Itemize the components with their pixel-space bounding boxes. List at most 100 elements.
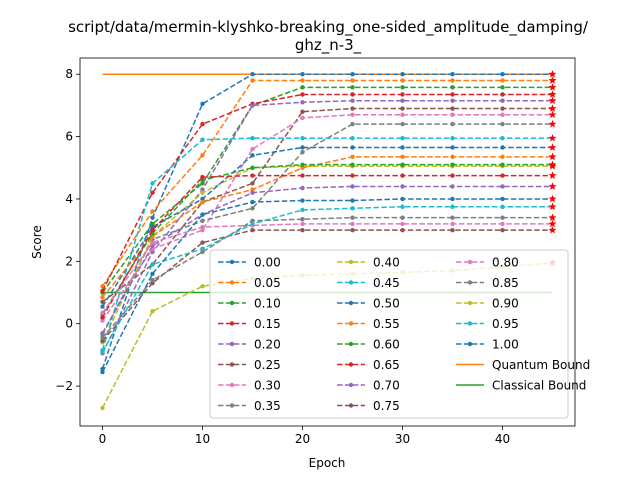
- series-final-star-1: [548, 76, 557, 84]
- series-point-17-0: [100, 335, 105, 340]
- series-point-20-8: [500, 196, 505, 202]
- legend-label-1: 0.05: [254, 276, 281, 290]
- series-point-4-7: [450, 98, 455, 103]
- series-point-11-8: [500, 154, 505, 160]
- series-point-13-4: [300, 173, 305, 178]
- y-tick-label-0: −2: [55, 379, 73, 393]
- x-tick-label-2: 20: [295, 432, 310, 446]
- series-point-2-8: [500, 85, 505, 90]
- series-point-11-6: [400, 154, 405, 160]
- legend-label-3: 0.15: [254, 317, 281, 331]
- series-point-14-4: [300, 185, 305, 191]
- series-19: [100, 202, 557, 354]
- legend-label-21: Quantum Bound: [492, 358, 590, 372]
- series-point-12-3: [250, 165, 255, 170]
- series-point-0-3: [250, 72, 255, 77]
- series-point-13-7: [450, 173, 455, 178]
- series-point-0-1: [150, 215, 155, 220]
- legend-entry-12: 0.60: [337, 338, 400, 352]
- series-point-0-2: [200, 101, 205, 107]
- series-line-18: [101, 262, 553, 409]
- legend-marker-13: [348, 362, 354, 367]
- series-point-3-6: [400, 92, 405, 97]
- chart-title-line-2: ghz_n-3_: [295, 36, 362, 55]
- legend-label-0: 0.00: [254, 256, 281, 270]
- series-15: [100, 225, 557, 344]
- series-point-0-5: [350, 72, 355, 77]
- legend-marker-17: [467, 280, 473, 285]
- series-point-12-8: [500, 162, 505, 167]
- series-point-17-1: [150, 277, 155, 283]
- series-point-14-6: [400, 184, 405, 189]
- series-point-3-8: [500, 92, 505, 97]
- series-line-5: [102, 107, 553, 303]
- x-axis-label: Epoch: [309, 456, 346, 470]
- series-17: [100, 213, 557, 340]
- series-3: [100, 90, 557, 294]
- series-point-9-7: [450, 135, 455, 141]
- series-final-star-7: [548, 119, 557, 128]
- legend-entry-13: 0.65: [337, 358, 400, 372]
- plot-frame: [79, 57, 576, 427]
- series-point-15-8: [500, 227, 505, 233]
- series-point-13-2: [200, 174, 205, 180]
- series-point-13-3: [250, 173, 255, 178]
- series-point-17-3: [250, 218, 255, 223]
- series-point-11-4: [300, 165, 305, 170]
- series-point-1-1: [150, 209, 155, 214]
- legend-entry-9: 0.45: [337, 276, 400, 290]
- series-final-star-9: [548, 133, 557, 142]
- series-final-star-3: [548, 90, 557, 98]
- legend-label-22: Classical Bound: [492, 379, 586, 393]
- series-final-star-11: [548, 152, 557, 161]
- series-final-star-2: [548, 83, 557, 91]
- legend-label-18: 0.90: [492, 297, 519, 311]
- series-point-15-4: [300, 227, 305, 233]
- series-point-19-0: [100, 349, 105, 354]
- series-point-4-4: [300, 100, 305, 105]
- legend-entry-21: Quantum Bound: [456, 358, 590, 372]
- series-final-star-20: [548, 194, 557, 203]
- series-point-3-4: [300, 92, 305, 97]
- series-point-9-6: [400, 135, 405, 141]
- series-16: [100, 219, 557, 315]
- legend-label-10: 0.50: [373, 297, 400, 311]
- series-final-star-13: [548, 171, 557, 179]
- series-point-16-2: [200, 224, 205, 230]
- series-point-17-7: [450, 215, 455, 220]
- series-point-2-1: [150, 221, 155, 227]
- series-point-20-5: [350, 198, 355, 203]
- series-point-5-0: [100, 299, 105, 305]
- series-point-5-8: [500, 106, 505, 111]
- series-point-1-6: [400, 78, 405, 83]
- series-point-6-8: [500, 112, 505, 117]
- legend-entry-17: 0.85: [456, 276, 519, 290]
- series-point-19-6: [400, 204, 405, 209]
- legend-marker-1: [229, 280, 235, 285]
- series-line-13: [101, 174, 553, 318]
- series-point-7-2: [200, 218, 205, 223]
- legend-marker-8: [348, 259, 354, 265]
- series-point-19-7: [450, 204, 455, 209]
- series-line-10: [101, 146, 553, 307]
- legend-entry-8: 0.40: [337, 256, 400, 270]
- series-point-4-5: [350, 98, 355, 103]
- series-point-15-2: [200, 240, 205, 245]
- series-final-star-19: [548, 202, 557, 211]
- series-point-10-5: [350, 145, 355, 150]
- series-point-1-5: [350, 78, 355, 83]
- legend-marker-3: [229, 321, 235, 326]
- series-point-20-3: [250, 199, 255, 205]
- legend-marker-20: [467, 341, 473, 347]
- series-point-19-8: [500, 204, 505, 209]
- legend-entry-7: 0.35: [218, 399, 281, 413]
- series-point-17-8: [500, 215, 505, 220]
- series-point-2-7: [450, 85, 455, 90]
- series-point-19-3: [250, 221, 255, 227]
- series-final-star-14: [548, 182, 557, 190]
- series-10: [100, 143, 557, 309]
- series-point-16-5: [350, 221, 355, 227]
- series-point-6-3: [250, 146, 255, 152]
- series-final-star-6: [548, 110, 557, 119]
- series-point-5-5: [350, 106, 355, 111]
